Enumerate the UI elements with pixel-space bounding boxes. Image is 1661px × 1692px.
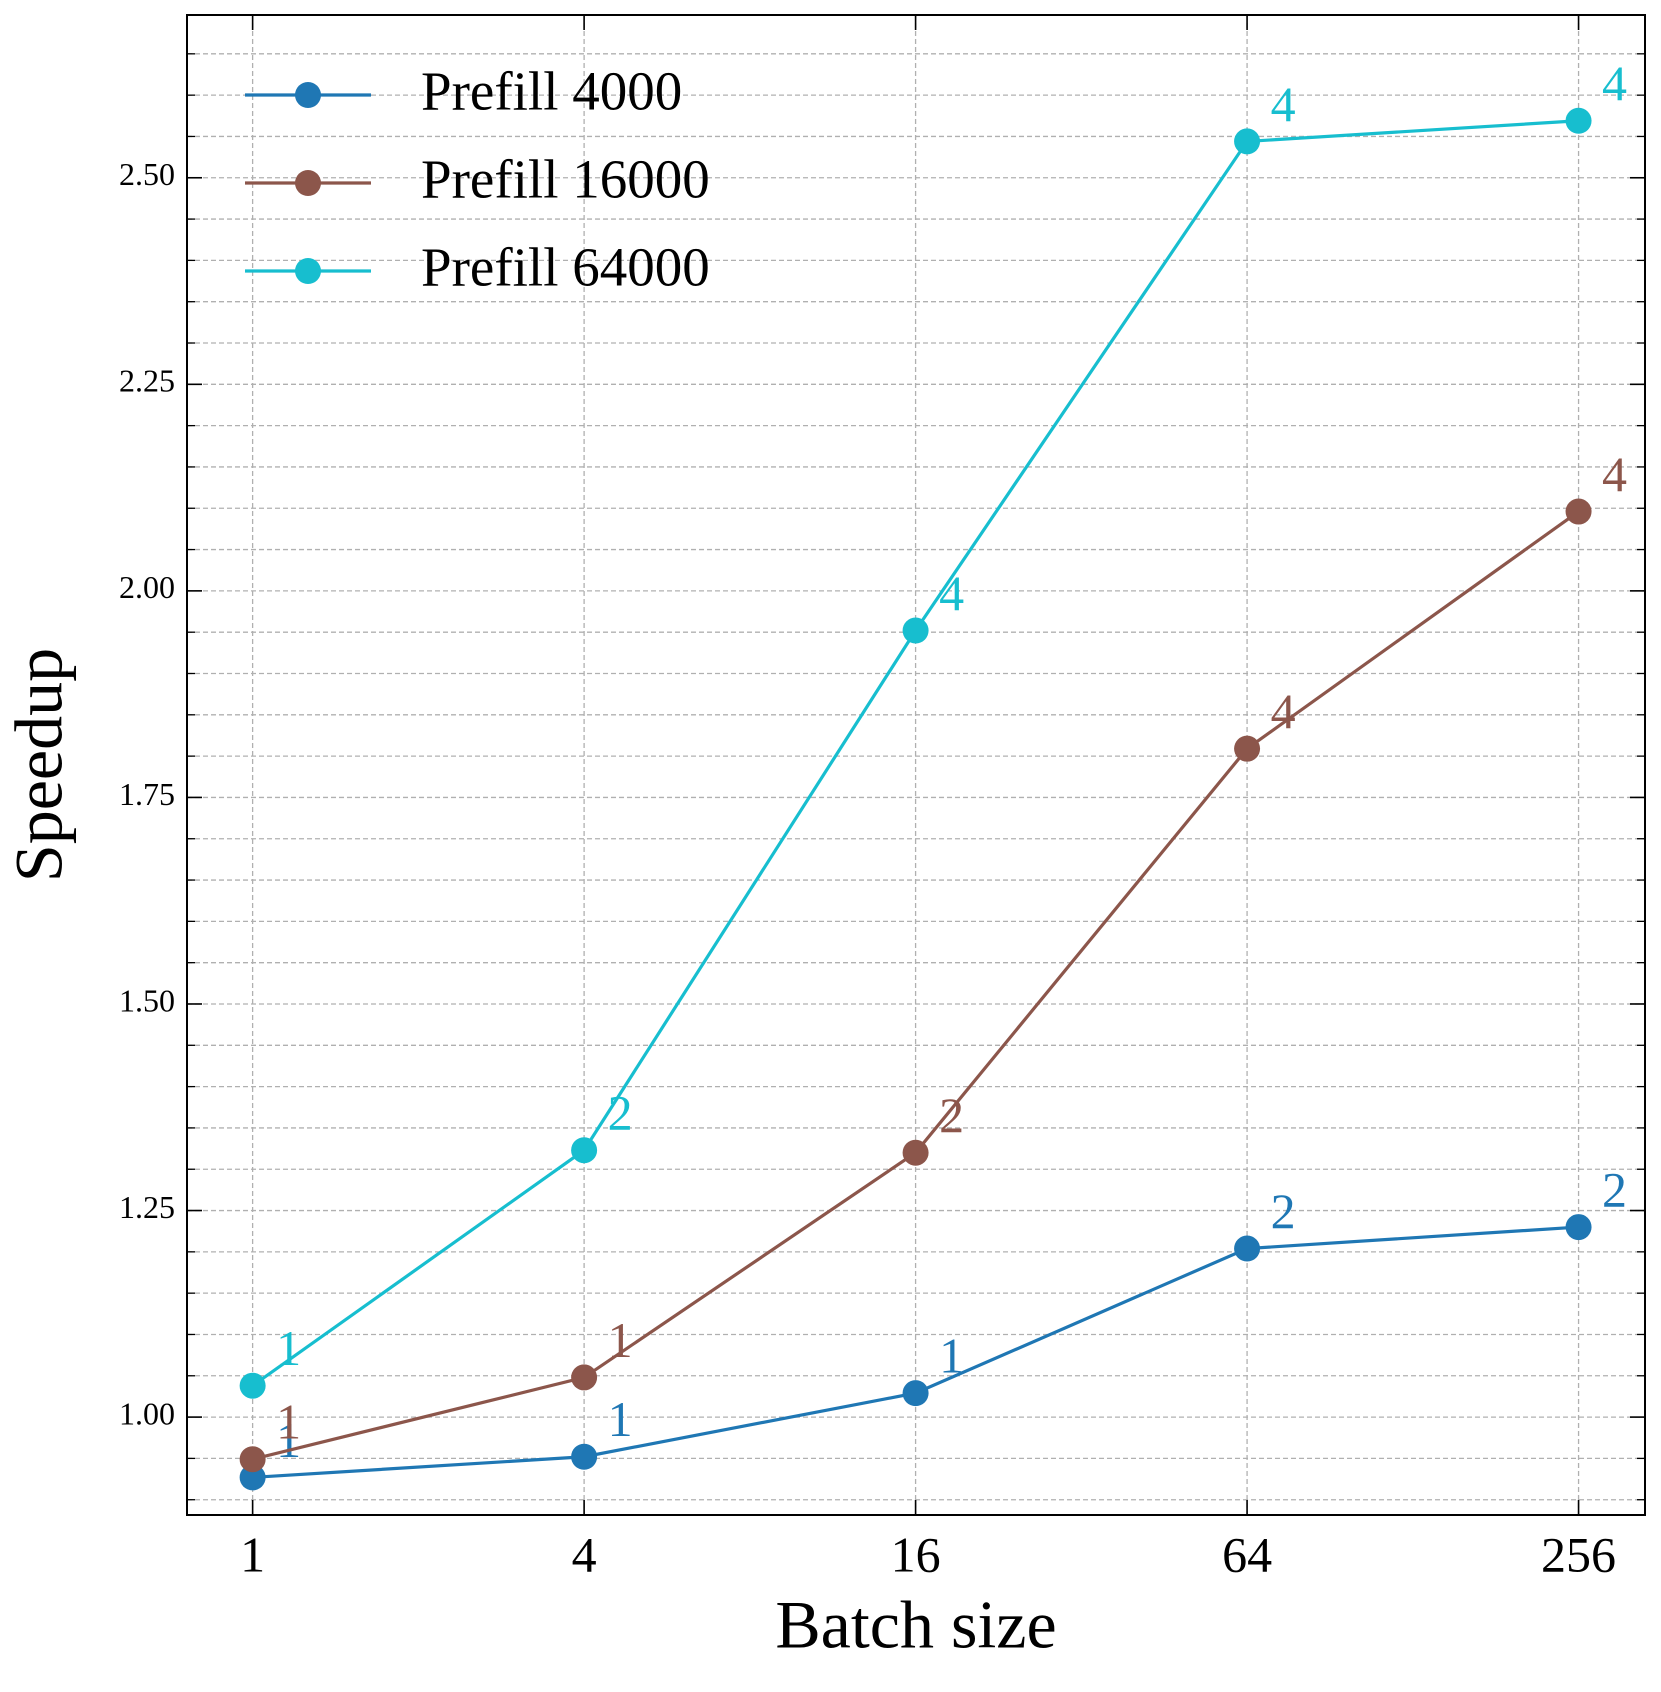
x-axis-label: Batch size [775, 1587, 1056, 1663]
point-annotation: 2 [608, 1085, 633, 1141]
point-annotation: 1 [276, 1394, 301, 1450]
point-annotation: 4 [1271, 76, 1296, 132]
x-tick-label: 16 [891, 1526, 941, 1582]
legend-label: Prefill 4000 [421, 61, 682, 122]
data-point [902, 617, 929, 644]
legend-marker [295, 82, 321, 108]
y-tick-label: 1.50 [119, 982, 175, 1018]
x-tick-label: 1 [240, 1526, 265, 1582]
legend-label: Prefill 64000 [421, 237, 710, 298]
data-point [1565, 107, 1592, 134]
point-annotation: 4 [1602, 55, 1627, 111]
data-point [1234, 735, 1261, 762]
point-annotation: 2 [939, 1087, 964, 1143]
point-annotation: 4 [1271, 683, 1296, 739]
data-point [1565, 498, 1592, 525]
y-tick-label: 2.25 [119, 363, 175, 399]
y-tick-label: 1.25 [119, 1189, 175, 1225]
point-annotation: 2 [1271, 1183, 1296, 1239]
point-annotation: 4 [939, 565, 964, 621]
point-annotation: 1 [608, 1312, 633, 1368]
data-point [571, 1364, 598, 1391]
data-point [1234, 1235, 1261, 1262]
data-point [571, 1443, 598, 1470]
y-tick-label: 2.50 [119, 156, 175, 192]
data-point [1565, 1214, 1592, 1241]
data-point [902, 1139, 929, 1166]
point-annotation: 1 [276, 1412, 301, 1468]
data-point [902, 1380, 929, 1407]
legend-marker [295, 258, 321, 284]
y-axis-label: Speedup [1, 648, 77, 882]
point-annotation: 1 [939, 1328, 964, 1384]
y-tick-label: 1.00 [119, 1395, 175, 1431]
data-point [1234, 128, 1261, 155]
point-annotation: 1 [608, 1391, 633, 1447]
x-tick-label: 4 [572, 1526, 597, 1582]
data-point [239, 1464, 266, 1491]
legend-label: Prefill 16000 [421, 149, 710, 210]
x-tick-label: 256 [1541, 1526, 1616, 1582]
plot-frame [186, 14, 1646, 1516]
x-tick-label: 64 [1222, 1526, 1272, 1582]
point-annotation: 4 [1602, 446, 1627, 502]
legend-marker [295, 170, 321, 196]
data-point [239, 1372, 266, 1399]
y-tick-label: 1.75 [119, 776, 175, 812]
y-tick-label: 2.00 [119, 569, 175, 605]
data-point [239, 1446, 266, 1473]
point-annotation: 2 [1602, 1162, 1627, 1218]
data-point [571, 1137, 598, 1164]
point-annotation: 1 [276, 1320, 301, 1376]
